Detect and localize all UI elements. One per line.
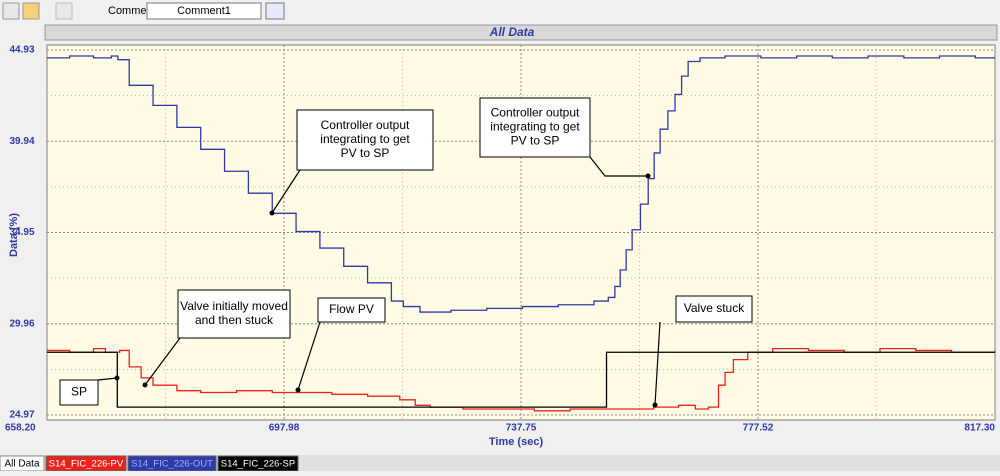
annotation-arrow xyxy=(144,337,181,386)
arrow-head xyxy=(652,402,658,408)
y-tick-label: 44.93 xyxy=(9,45,34,56)
comment-label: Comment xyxy=(108,5,156,17)
undo-button[interactable] xyxy=(2,2,20,20)
arrow-head xyxy=(142,382,148,388)
y-tick-label: 34.95 xyxy=(9,227,34,238)
chart-title: All Data xyxy=(489,25,535,39)
tab-label[interactable]: All Data xyxy=(4,459,39,470)
x-tick-label: 697.98 xyxy=(269,423,300,434)
arrow-head xyxy=(295,387,301,393)
chart-header xyxy=(44,24,998,41)
annotation-text: Flow PV xyxy=(329,302,374,316)
series-line xyxy=(47,351,995,408)
legend-label[interactable]: S14_FIC_226-OUT xyxy=(131,459,213,470)
series-line xyxy=(47,55,995,313)
x-tick-label: 817.30 xyxy=(964,423,995,434)
x-axis-label: Time (sec) xyxy=(489,436,544,448)
annotation-text: integrating to get xyxy=(490,120,580,134)
annotation-box xyxy=(59,379,99,406)
annotation-text: and then stuck xyxy=(195,313,274,327)
annotation-arrow xyxy=(97,377,118,381)
x-tick-label: 777.52 xyxy=(743,423,774,434)
annotation-arrow xyxy=(654,321,661,406)
annotation-box xyxy=(296,109,434,171)
annotation-text: integrating to get xyxy=(320,132,410,146)
legend-label[interactable]: S14_FIC_226-SP xyxy=(221,459,295,470)
annotation-arrow xyxy=(297,321,321,391)
comment-input[interactable] xyxy=(146,2,262,20)
annotation-text: SP xyxy=(71,385,87,399)
arrow-head xyxy=(269,210,275,216)
comment-value[interactable]: Comment1 xyxy=(177,5,231,17)
annotation-text: Controller output xyxy=(321,118,410,132)
y-tick-label: 29.96 xyxy=(9,318,34,329)
y-axis-label: Data (%) xyxy=(8,213,20,257)
annotation-arrow xyxy=(589,156,648,177)
annotation-box xyxy=(675,295,753,323)
spell-button[interactable] xyxy=(265,2,285,20)
arrow-head xyxy=(114,375,120,381)
open-button[interactable] xyxy=(22,2,40,20)
legend-label[interactable]: S14_FIC_226-PV xyxy=(49,459,124,470)
annotation-text: PV to SP xyxy=(511,134,560,148)
delete-button[interactable] xyxy=(55,2,73,20)
arrow-head xyxy=(645,173,651,179)
annotation-box xyxy=(177,289,291,339)
annotation-text: Controller output xyxy=(491,106,580,120)
x-tick-label: 737.75 xyxy=(506,423,537,434)
y-tick-label: 39.94 xyxy=(9,136,34,147)
annotation-text: Valve initially moved xyxy=(180,299,288,313)
annotation-box xyxy=(479,97,591,158)
x-tick-label: 658.20 xyxy=(5,423,36,434)
annotation-text: PV to SP xyxy=(341,146,390,160)
annotation-text: Valve stuck xyxy=(684,301,745,315)
annotation-arrow xyxy=(271,169,301,214)
annotation-box xyxy=(317,297,386,323)
series-line xyxy=(47,347,996,412)
y-tick-label: 24.97 xyxy=(9,410,34,421)
